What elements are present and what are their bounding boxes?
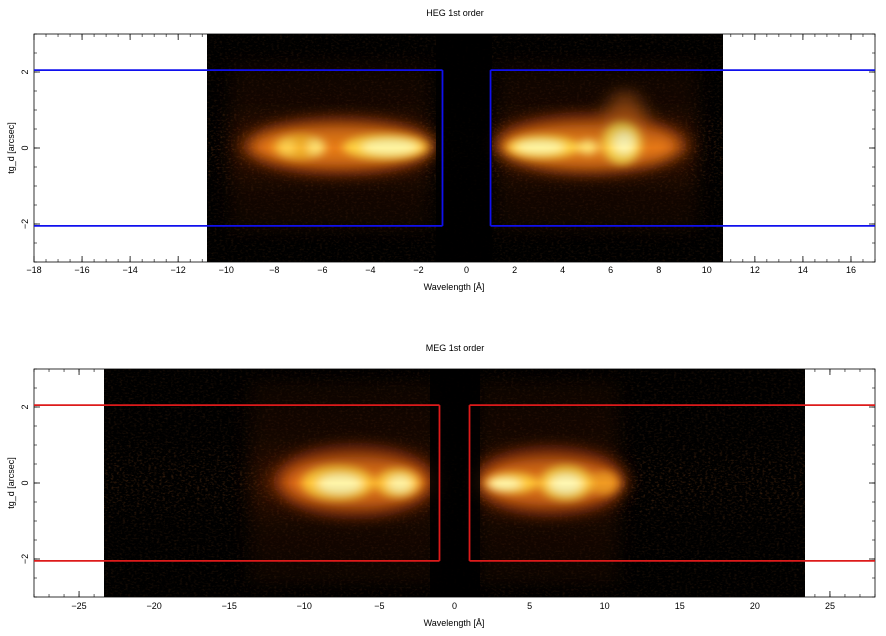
heg-x-tick-label: 12 [750,265,760,275]
meg-x-tick-label: −5 [374,601,384,611]
heg-y-axis-label: tg_d [arcsec] [6,122,16,174]
meg-heatmap-image [104,369,805,597]
meg-y-axis-label: tg_d [arcsec] [6,457,16,509]
heg-x-tick-label: −10 [219,265,234,275]
heg-y-tick-label: 0 [20,145,30,150]
heg-x-tick-label: −16 [74,265,89,275]
meg-y-tick-label: −2 [20,554,30,564]
heg-y-tick-label: −2 [20,219,30,229]
meg-x-tick-label: −15 [222,601,237,611]
meg-panel: MEG 1st order [6,343,876,628]
heg-x-tick-label: 6 [608,265,613,275]
heg-x-tick-label: 2 [512,265,517,275]
meg-x-axis: −25 −20 −15 −10 −5 0 5 10 15 20 25 [33,369,876,611]
heg-x-axis: −18 −16 −14 −12 −10 −8 −6 −4 −2 0 2 4 6 8 10 12 14 16 [26,34,876,275]
meg-x-tick-label: −20 [147,601,162,611]
meg-x-tick-label: 25 [825,601,835,611]
heg-x-tick-label: 4 [560,265,565,275]
heg-x-tick-label: 14 [798,265,808,275]
heg-x-tick-label: −2 [413,265,423,275]
heg-y-axis: −2 0 2 [20,33,875,263]
heg-x-tick-label: −6 [317,265,327,275]
heg-x-tick-label: 16 [846,265,856,275]
heg-x-tick-label: −12 [171,265,186,275]
heg-x-tick-label: 0 [464,265,469,275]
meg-x-tick-label: −10 [297,601,312,611]
heg-title: HEG 1st order [426,8,484,18]
heg-x-tick-label: −14 [122,265,137,275]
heg-panel: HEG 1st order [6,8,876,292]
meg-y-tick-label: 2 [20,404,30,409]
meg-y-tick-label: 0 [20,480,30,485]
meg-extraction-regions [34,404,875,562]
meg-x-tick-label: 15 [675,601,685,611]
heg-x-tick-label: −4 [365,265,375,275]
heg-x-tick-label: −18 [26,265,41,275]
heg-x-tick-label: 10 [702,265,712,275]
heg-heatmap-image [207,34,723,262]
heg-x-axis-label: Wavelength [Å] [424,282,485,292]
meg-x-tick-label: 0 [452,601,457,611]
meg-x-tick-label: 20 [750,601,760,611]
meg-x-tick-label: 10 [600,601,610,611]
meg-center-gap [430,369,480,597]
heg-y-tick-label: 2 [20,69,30,74]
meg-x-tick-label: −25 [71,601,86,611]
heg-x-tick-label: −8 [269,265,279,275]
meg-x-tick-label: 5 [527,601,532,611]
heg-extraction-regions [34,69,875,227]
meg-x-axis-label: Wavelength [Å] [424,618,485,628]
heg-x-tick-label: 8 [656,265,661,275]
heg-center-gap [436,34,492,262]
meg-y-axis: −2 0 2 [20,368,875,598]
meg-title: MEG 1st order [426,343,485,353]
